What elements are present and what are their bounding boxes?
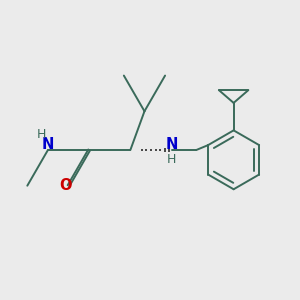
Text: N: N	[165, 136, 178, 152]
Text: O: O	[59, 178, 72, 193]
Text: H: H	[167, 153, 176, 166]
Text: H: H	[36, 128, 46, 141]
Text: N: N	[42, 136, 54, 152]
